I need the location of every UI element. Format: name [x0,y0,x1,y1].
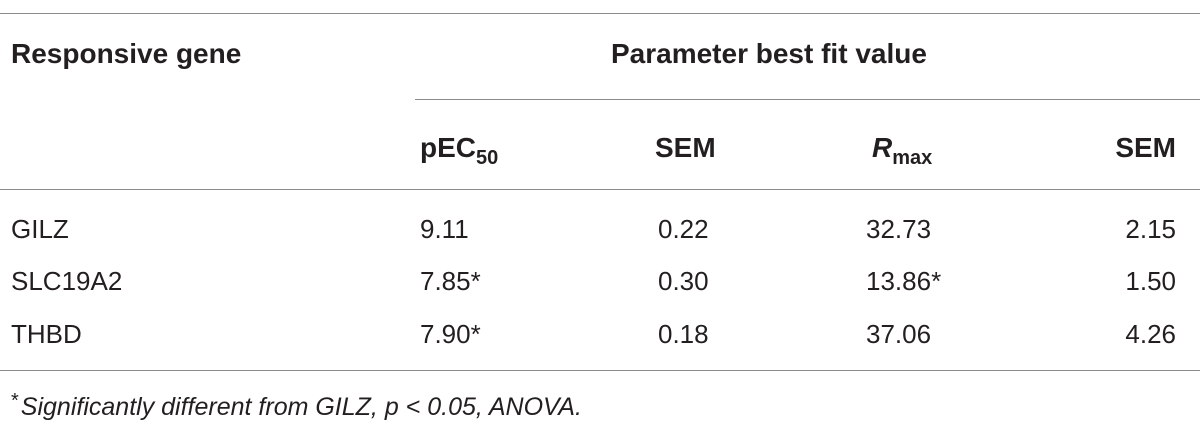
pec50-main: pEC [420,132,476,163]
rmax-main: R [872,132,893,163]
pec50-subscript: 50 [476,147,499,169]
row-3-sem2: 4.26 [1125,319,1176,349]
table-footnote: *Significantly different from GILZ, p < … [11,391,582,421]
header-parameter-best-fit: Parameter best fit value [611,38,927,69]
row-2-gene: SLC19A2 [11,266,123,296]
row-3-rmax: 37.06 [866,319,932,349]
header-bottom-rule [0,189,1200,190]
header-sem-2: SEM [1115,132,1176,163]
footnote-text: Significantly different from GILZ, p < 0… [20,393,582,421]
row-2-sem1: 0.30 [658,266,709,296]
row-2-sem2: 1.50 [1125,266,1176,296]
row-2-pec50: 7.85* [420,266,481,296]
row-1-pec50: 9.11 [420,214,469,244]
body-bottom-rule [0,370,1200,371]
rmax-subscript: max [892,147,933,169]
row-3-pec50: 7.90* [420,319,481,349]
row-1-gene: GILZ [11,214,69,244]
top-rule [0,13,1200,14]
row-1-sem2: 2.15 [1125,214,1176,244]
group-rule [415,99,1200,100]
header-rmax: Rmax [872,132,932,169]
header-sem-1: SEM [655,132,716,163]
header-responsive-gene: Responsive gene [11,38,242,69]
footnote-marker: * [11,390,19,412]
row-1-sem1: 0.22 [658,214,709,244]
header-pec50: pEC50 [420,132,498,169]
row-2-rmax: 13.86* [866,266,942,296]
row-3-gene: THBD [11,319,82,349]
row-3-sem1: 0.18 [658,319,709,349]
row-1-rmax: 32.73 [866,214,932,244]
